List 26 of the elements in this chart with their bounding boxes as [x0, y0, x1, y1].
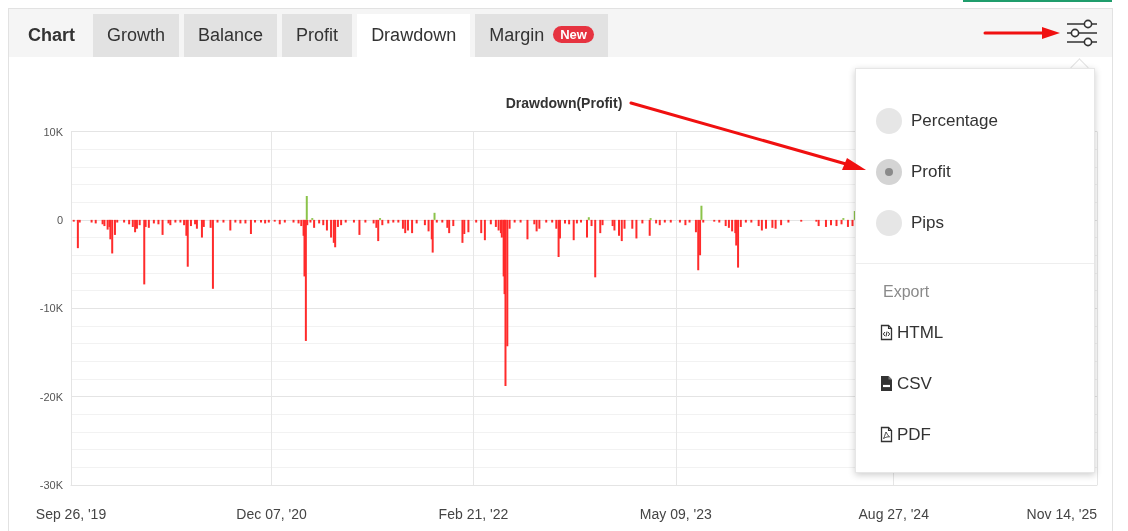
annotation: Pips	[911, 213, 945, 233]
annotation: Profit	[911, 162, 951, 182]
tab: Margin New	[475, 14, 608, 57]
tab: Drawdown	[357, 14, 471, 57]
x-tick-label: May 09, '23	[639, 506, 712, 522]
y-tick-label: 10K	[43, 125, 64, 138]
tab: Balance	[184, 14, 278, 57]
badge: New	[553, 26, 594, 43]
x-tick-label: Feb 21, '22	[438, 506, 509, 522]
chart-title: Drawdown(Profit)	[505, 95, 623, 111]
x-tick-label: Sep 26, '19	[35, 506, 107, 522]
tab: Profit	[282, 14, 353, 57]
x-tick-label: Dec 07, '20	[236, 506, 307, 522]
annotation: CSV	[897, 374, 932, 394]
x-tick-label: Aug 27, '24	[858, 506, 930, 522]
annotation: HTML	[897, 323, 944, 343]
text: Chart	[27, 24, 76, 47]
x-tick-label: Nov 14, '25	[1026, 506, 1098, 522]
y-tick-label: -10K	[39, 302, 64, 315]
text: Percentage	[911, 111, 998, 130]
y-tick-label: 0	[56, 213, 63, 226]
y-tick-label: -30K	[39, 479, 64, 491]
annotation: Export	[883, 282, 930, 302]
tab: Growth	[93, 14, 180, 57]
y-tick-label: -20K	[39, 390, 64, 403]
annotation: PDF	[897, 425, 931, 445]
